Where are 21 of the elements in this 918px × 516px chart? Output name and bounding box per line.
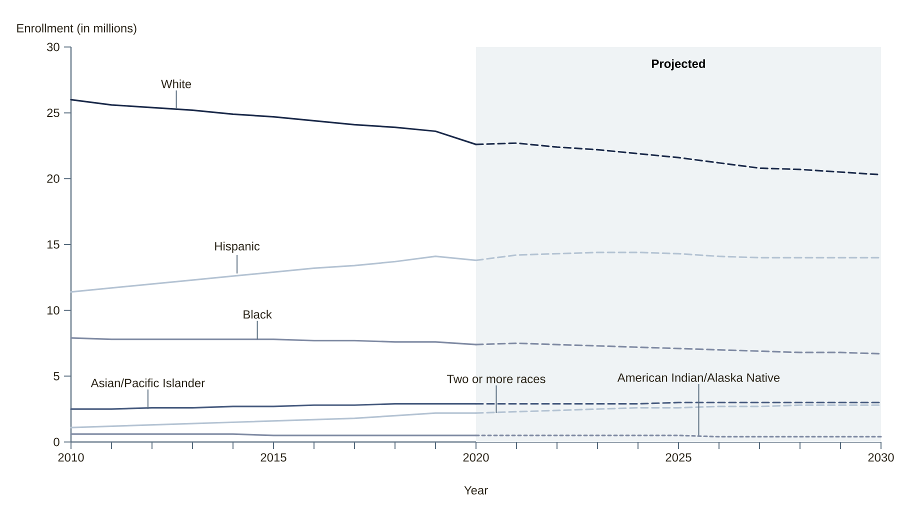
x-tick-label: 2015	[260, 453, 286, 462]
x-tick-label: 2030	[868, 453, 894, 462]
annotation: White	[161, 79, 192, 88]
x-tick-label: 2020	[463, 453, 489, 462]
band-label: Projected	[652, 59, 705, 70]
y-tick-label: 0	[54, 438, 60, 446]
annotation: Hispanic	[215, 242, 260, 253]
y-tick-label: 10	[47, 306, 60, 315]
x-axis-title: Year	[464, 486, 488, 495]
y-tick-label: 20	[47, 174, 60, 183]
annotation: Black	[244, 310, 272, 319]
y-tick-label: 15	[47, 240, 60, 249]
y-axis-title: Enrollment (in millions)	[17, 24, 136, 35]
x-tick-label: 2010	[58, 453, 84, 462]
y-tick-label: 30	[47, 42, 60, 52]
x-tick-label: 2025	[666, 453, 692, 462]
annotation: American Indian/Alaska Native	[617, 373, 780, 382]
annotation: Asian/Pacific Islander	[90, 378, 205, 388]
y-tick-label: 5	[54, 372, 60, 380]
annotation: Two or more races	[447, 374, 546, 384]
y-tick-label: 25	[47, 108, 60, 118]
